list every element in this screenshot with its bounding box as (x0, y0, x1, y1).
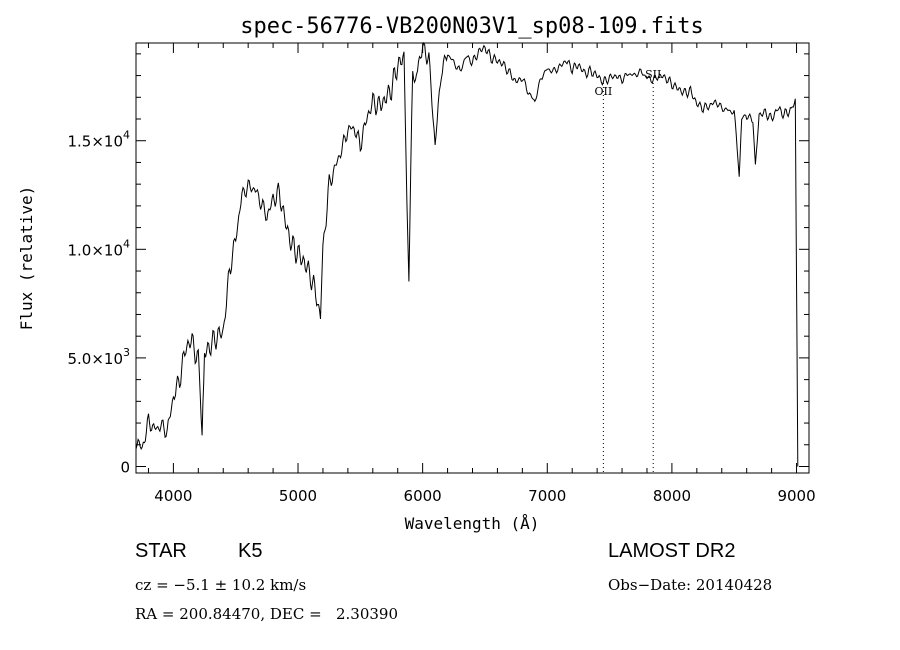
chart-title: spec-56776-VB200N03V1_sp08-109.fits (240, 14, 704, 39)
y-tick-label: 1.5×104 (67, 129, 130, 151)
redshift-cz: cz = −5.1 ± 10.2 km/s (135, 576, 307, 594)
x-tick-label: 4000 (154, 487, 192, 505)
spectrum-line (135, 41, 799, 467)
observation-date: Obs−Date: 20140428 (608, 576, 773, 594)
y-tick-label: 1.0×104 (67, 237, 130, 259)
x-axis-label: Wavelength (Å) (405, 514, 540, 533)
spectral-subclass: K5 (238, 540, 263, 562)
y-axis-label: Flux (relative) (17, 186, 36, 331)
y-tick-label: 5.0×103 (67, 346, 130, 368)
line-annotations: OII SII (595, 68, 661, 473)
y-tick-label: 0 (120, 458, 130, 476)
x-tick-label: 6000 (404, 487, 442, 505)
x-axis: 4000 5000 6000 7000 8000 9000 (147, 43, 816, 505)
y-axis: 0 5.0×103 1.0×104 1.5×104 (67, 53, 809, 476)
ra-dec-coordinates: RA = 200.84470, DEC = 2.30390 (135, 605, 399, 623)
x-tick-label: 5000 (279, 487, 317, 505)
object-type: STAR (135, 540, 187, 562)
x-tick-label: 9000 (777, 487, 815, 505)
survey-name: LAMOST DR2 (608, 540, 736, 562)
x-tick-label: 8000 (653, 487, 691, 505)
line-marker-label: OII (595, 85, 613, 98)
line-marker-label: SII (645, 68, 661, 81)
x-tick-label: 7000 (528, 487, 566, 505)
plot-frame (135, 42, 810, 474)
